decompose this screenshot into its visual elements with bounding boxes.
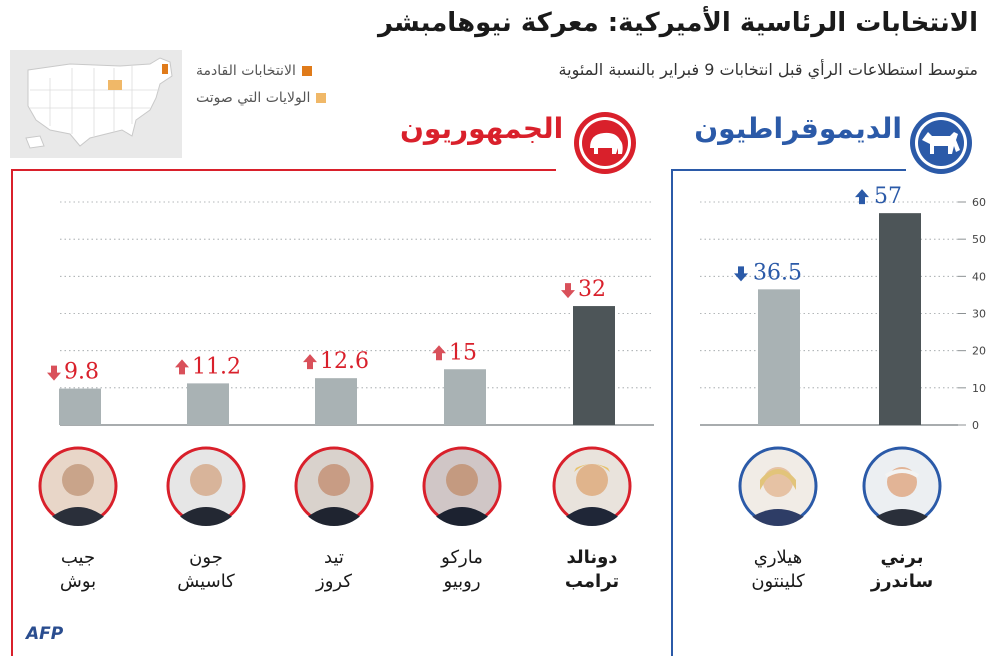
trend-arrow-icon bbox=[561, 283, 575, 299]
photo-clinton bbox=[738, 446, 818, 526]
donkey-icon bbox=[908, 110, 974, 176]
legend-swatch-upcoming bbox=[301, 66, 312, 76]
bar-dem bbox=[758, 289, 800, 425]
value-label-rep: 32 bbox=[578, 277, 606, 302]
name-sanders: برني ساندرز bbox=[847, 546, 957, 594]
name-bush-last: بوش bbox=[59, 571, 97, 592]
name-clinton-first: هيلاري bbox=[753, 547, 803, 568]
y-tick-label: 0 bbox=[972, 419, 979, 432]
bar-rep bbox=[444, 369, 486, 425]
bar-rep bbox=[187, 383, 229, 425]
name-trump-last: ترامب bbox=[564, 571, 620, 592]
name-kasich: جون كاسيش bbox=[151, 546, 261, 594]
name-trump-first: دونالد bbox=[566, 547, 618, 568]
us-map-icon bbox=[25, 57, 173, 149]
value-label-rep: 9.8 bbox=[64, 360, 99, 385]
name-kasich-last: كاسيش bbox=[177, 571, 235, 592]
y-tick-label: 10 bbox=[972, 382, 986, 395]
name-cruz-last: كروز bbox=[316, 571, 352, 592]
name-cruz: تيد كروز bbox=[279, 546, 389, 594]
page-subtitle: متوسط استطلاعات الرأي قبل انتخابات 9 فبر… bbox=[558, 60, 978, 79]
trend-arrow-icon bbox=[432, 345, 446, 361]
democrat-frame bbox=[671, 169, 906, 656]
value-label-rep: 11.2 bbox=[192, 354, 241, 379]
bar-dem bbox=[879, 213, 921, 425]
trend-arrow-icon bbox=[734, 266, 748, 282]
democrats-title: الديموقراطيون bbox=[694, 112, 902, 145]
afp-logo: AFP bbox=[26, 624, 64, 644]
value-label-rep: 12.6 bbox=[320, 349, 369, 374]
trend-arrow-icon bbox=[47, 365, 61, 381]
republican-frame bbox=[11, 169, 556, 656]
republicans-title: الجمهوريون bbox=[400, 112, 564, 145]
trend-arrow-icon bbox=[855, 189, 869, 205]
legend-swatch-voted bbox=[316, 93, 327, 103]
bar-rep bbox=[573, 306, 615, 425]
trend-arrow-icon bbox=[303, 354, 317, 370]
name-bush-first: جيب bbox=[60, 547, 96, 568]
name-sanders-first: برني bbox=[880, 547, 924, 568]
elephant-icon bbox=[572, 110, 638, 176]
name-trump: دونالد ترامب bbox=[537, 546, 647, 594]
value-label-dem: 36.5 bbox=[753, 260, 802, 285]
legend-voted: الولايات التي صوتت bbox=[196, 90, 327, 106]
name-kasich-first: جون bbox=[189, 547, 223, 568]
y-tick-label: 20 bbox=[972, 345, 986, 358]
photo-trump bbox=[552, 446, 632, 526]
y-tick-label: 30 bbox=[972, 308, 986, 321]
us-map bbox=[10, 50, 182, 158]
photo-kasich bbox=[166, 446, 246, 526]
photo-rubio bbox=[422, 446, 502, 526]
legend-upcoming: الانتخابات القادمة bbox=[196, 63, 312, 79]
name-rubio: ماركو روبيو bbox=[407, 546, 517, 594]
value-label-rep: 15 bbox=[449, 340, 477, 365]
bar-rep bbox=[59, 388, 101, 425]
legend-voted-label: الولايات التي صوتت bbox=[196, 90, 311, 106]
name-rubio-first: ماركو bbox=[441, 547, 483, 568]
photo-bush bbox=[38, 446, 118, 526]
value-label-dem: 57 bbox=[874, 184, 902, 209]
name-rubio-last: روبيو bbox=[443, 571, 481, 592]
bar-rep bbox=[315, 378, 357, 425]
name-clinton-last: كلينتون bbox=[751, 571, 805, 592]
name-bush: جيب بوش bbox=[23, 546, 133, 594]
y-tick-label: 50 bbox=[972, 233, 986, 246]
name-cruz-first: تيد bbox=[324, 547, 344, 568]
photo-cruz bbox=[294, 446, 374, 526]
trend-arrow-icon bbox=[175, 359, 189, 375]
page-title: الانتخابات الرئاسية الأميركية: معركة نيو… bbox=[377, 8, 978, 38]
name-clinton: هيلاري كلينتون bbox=[723, 546, 833, 594]
y-tick-label: 60 bbox=[972, 196, 986, 209]
photo-sanders bbox=[862, 446, 942, 526]
name-sanders-last: ساندرز bbox=[870, 571, 934, 592]
legend-upcoming-label: الانتخابات القادمة bbox=[196, 63, 296, 79]
y-tick-label: 40 bbox=[972, 270, 986, 283]
